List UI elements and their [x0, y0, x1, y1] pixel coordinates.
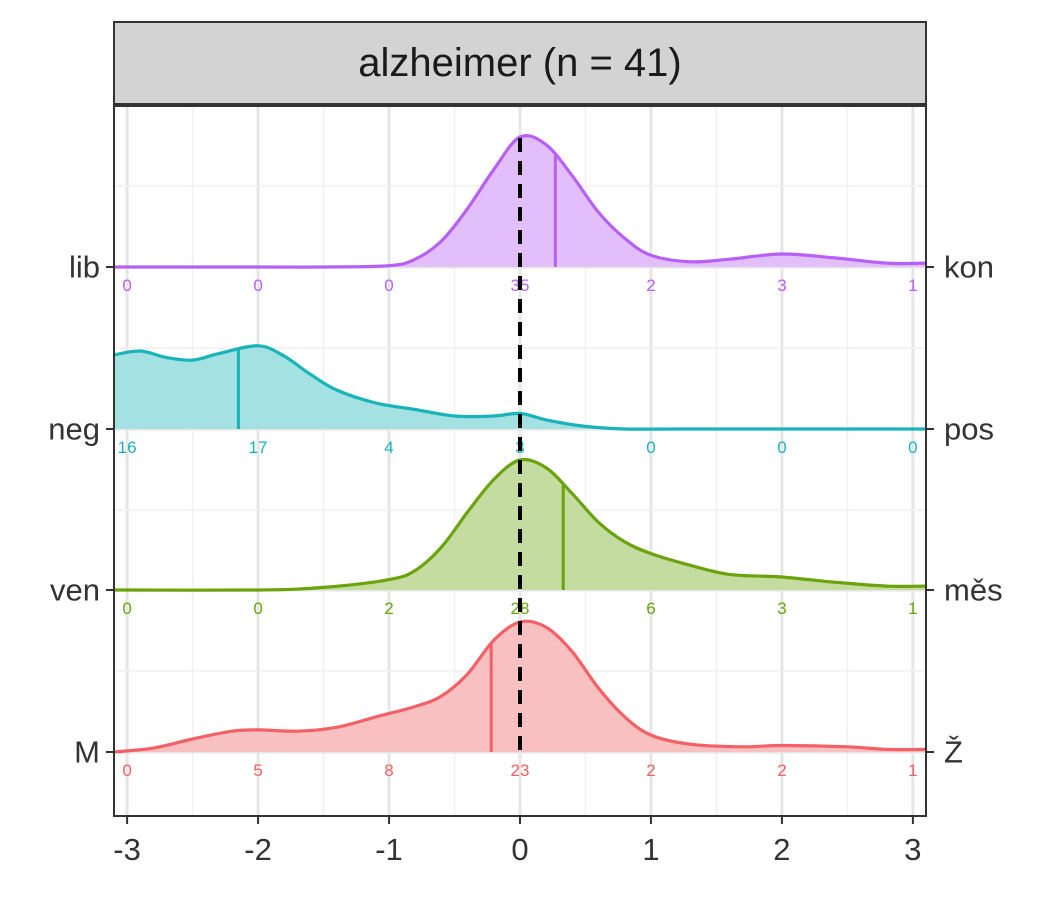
count-label: 0	[253, 276, 262, 295]
count-label: 23	[511, 761, 530, 780]
count-label: 2	[646, 276, 655, 295]
right-axis-label: pos	[944, 412, 994, 447]
count-label: 0	[122, 276, 131, 295]
density-line	[113, 619, 927, 754]
left-axis-label: lib	[69, 250, 100, 285]
count-label: 17	[249, 438, 268, 457]
count-label: 1	[908, 761, 917, 780]
count-label: 2	[646, 761, 655, 780]
x-tick-label: 1	[642, 832, 659, 867]
right-axis-label: měs	[944, 573, 1003, 608]
count-label: 1	[908, 599, 917, 618]
count-label: 3	[777, 599, 786, 618]
count-label: 3	[777, 276, 786, 295]
x-tick-label: -3	[113, 832, 141, 867]
count-label: 2	[777, 761, 786, 780]
density-area	[114, 621, 926, 752]
count-label: 1	[908, 276, 917, 295]
density-line	[113, 457, 927, 592]
count-label: 4	[384, 438, 393, 457]
x-tick-label: -2	[244, 832, 272, 867]
density-line	[113, 133, 927, 269]
ridge-neg-pos: 161743000	[113, 344, 926, 457]
count-label: 0	[384, 276, 393, 295]
count-label: 0	[122, 761, 131, 780]
ridge-M-Ž: 0 5 8 23 2 2 1	[113, 619, 927, 780]
x-tick-label: 0	[511, 832, 528, 867]
count-label: 0	[777, 438, 786, 457]
panel-strip	[113, 21, 927, 105]
right-axis-label: Ž	[944, 735, 963, 770]
density-area	[114, 459, 926, 591]
x-tick-label: 3	[904, 832, 921, 867]
left-axis-label: M	[74, 735, 100, 770]
density-ridges: 000352311617430000022863105823221	[113, 133, 927, 780]
count-label: 8	[384, 761, 393, 780]
x-tick-label: 2	[773, 832, 790, 867]
count-label: 5	[253, 761, 262, 780]
count-label: 16	[118, 438, 137, 457]
left-axis-label: neg	[48, 412, 100, 447]
density-area	[114, 345, 926, 430]
right-axis-label: kon	[944, 250, 994, 285]
count-label: 0	[122, 599, 131, 618]
panel-title: alzheimer (n = 41)	[358, 41, 681, 85]
density-line	[113, 344, 926, 431]
count-label: 2	[384, 599, 393, 618]
count-label: 0	[908, 438, 917, 457]
count-label: 6	[646, 599, 655, 618]
count-label: 0	[253, 599, 262, 618]
left-axis-label: ven	[50, 573, 100, 608]
x-tick-label: -1	[375, 832, 403, 867]
density-area	[114, 135, 926, 268]
count-label: 0	[646, 438, 655, 457]
